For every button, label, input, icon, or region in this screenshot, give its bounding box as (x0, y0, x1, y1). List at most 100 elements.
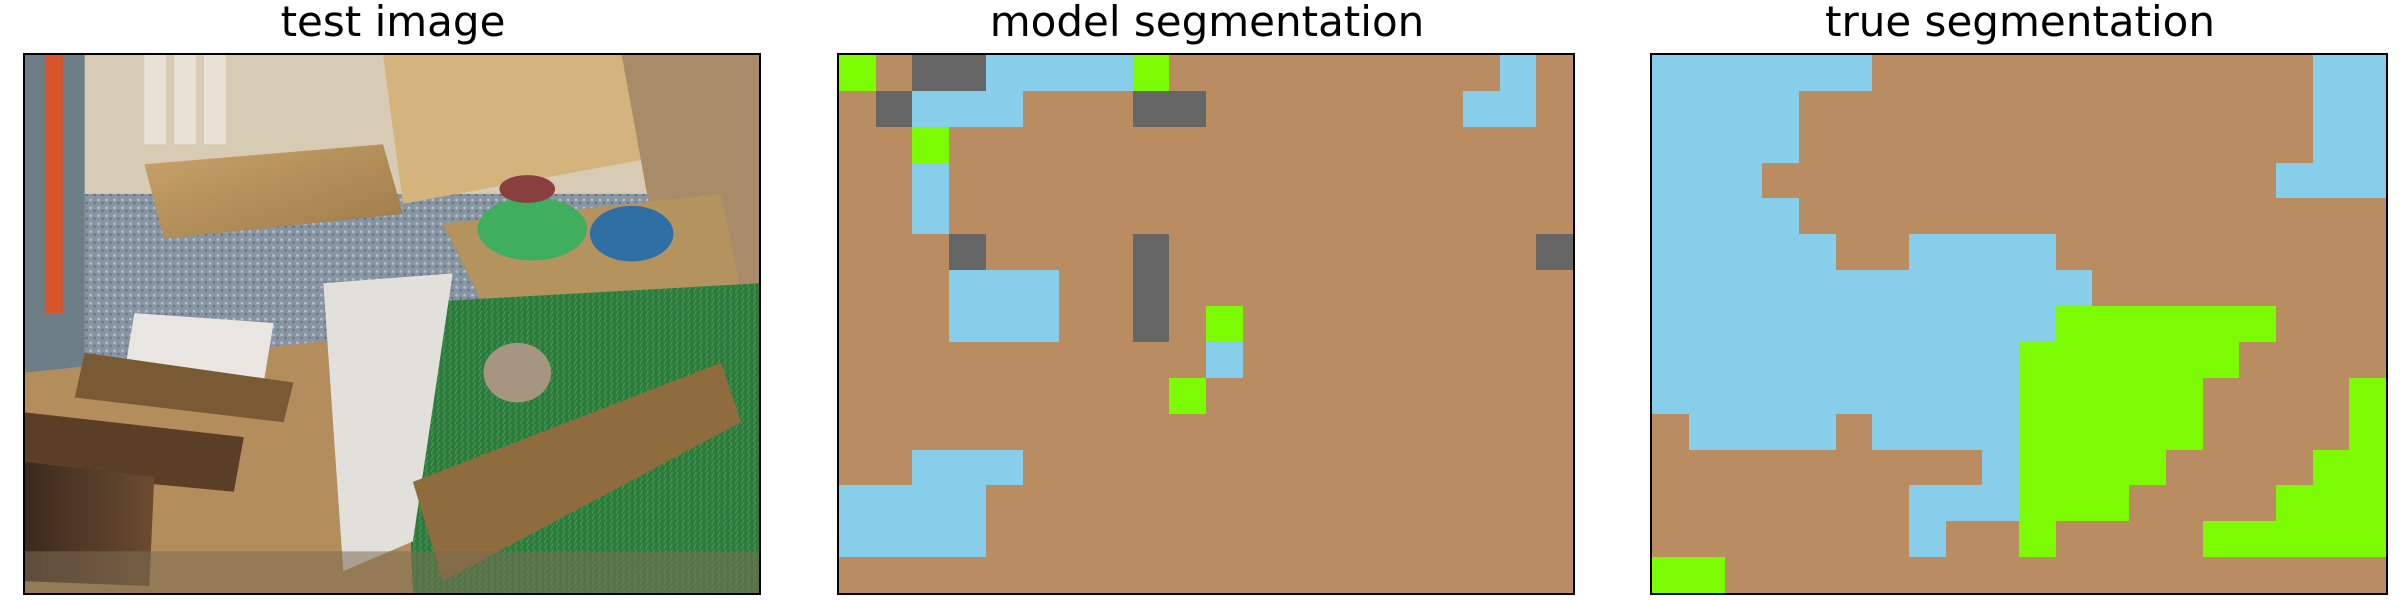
segmentation-cell (2312, 162, 2350, 199)
segmentation-cell (1389, 234, 1427, 271)
segmentation-cell (1536, 521, 1573, 558)
segmentation-cell (985, 126, 1023, 163)
segmentation-cell (1982, 557, 2019, 593)
segmentation-cell (2202, 377, 2240, 414)
segmentation-cell (2019, 55, 2056, 91)
segmentation-cell (1762, 557, 1799, 593)
segmentation-cell (2349, 270, 2386, 307)
segmentation-cell (1206, 341, 1243, 378)
segmentation-cell (912, 521, 950, 558)
segmentation-cell (1908, 557, 1946, 593)
segmentation-cell (1462, 90, 1500, 127)
segmentation-cell (2312, 234, 2350, 271)
segmentation-cell (2202, 521, 2240, 558)
segmentation-cell (1725, 306, 1763, 342)
segmentation-cell (1095, 485, 1133, 522)
segmentation-cell (1426, 521, 1463, 558)
segmentation-cell (1132, 306, 1170, 342)
segmentation-cell (2275, 306, 2313, 342)
segmentation-cell (949, 485, 986, 522)
segmentation-cell (1206, 377, 1243, 414)
segmentation-cell (2019, 485, 2056, 522)
segmentation-cell (1279, 485, 1317, 522)
segmentation-cell (912, 341, 950, 378)
segmentation-cell (1536, 377, 1573, 414)
model-segmentation-grid (839, 55, 1573, 593)
segmentation-cell (2239, 377, 2276, 414)
segmentation-cell (1316, 90, 1353, 127)
segmentation-cell (1798, 341, 1836, 378)
segmentation-cell (1059, 198, 1096, 235)
segmentation-cell (1725, 449, 1763, 486)
segmentation-cell (1279, 55, 1317, 91)
segmentation-cell (1132, 521, 1170, 558)
segmentation-cell (1725, 413, 1763, 450)
segmentation-cell (2092, 341, 2130, 378)
segmentation-cell (1059, 485, 1096, 522)
segmentation-cell (1316, 557, 1353, 593)
segmentation-cell (912, 234, 950, 271)
segmentation-cell (1688, 377, 1726, 414)
segmentation-cell (2165, 449, 2203, 486)
segmentation-cell (1095, 557, 1133, 593)
segmentation-cell (2202, 413, 2240, 450)
segmentation-cell (1426, 306, 1463, 342)
segmentation-cell (1352, 90, 1390, 127)
segmentation-cell (1499, 126, 1537, 163)
segmentation-cell (1982, 270, 2019, 307)
segmentation-cell (2129, 449, 2166, 486)
segmentation-cell (1242, 162, 1280, 199)
segmentation-cell (1499, 270, 1537, 307)
segmentation-cell (1059, 306, 1096, 342)
segmentation-cell (1426, 234, 1463, 271)
segmentation-cell (2349, 55, 2386, 91)
segmentation-cell (985, 521, 1023, 558)
segmentation-cell (2239, 449, 2276, 486)
segmentation-cell (1652, 485, 1689, 522)
segmentation-cell (1499, 413, 1537, 450)
segmentation-cell (1945, 557, 1983, 593)
segmentation-cell (2055, 234, 2093, 271)
segmentation-cell (1206, 413, 1243, 450)
segmentation-cell (2129, 55, 2166, 91)
segmentation-cell (1242, 521, 1280, 558)
segmentation-cell (1389, 162, 1427, 199)
segmentation-cell (949, 198, 986, 235)
segmentation-cell (1762, 198, 1799, 235)
segmentation-cell (1389, 377, 1427, 414)
segmentation-cell (1022, 377, 1060, 414)
segmentation-cell (1835, 341, 1873, 378)
segmentation-cell (985, 341, 1023, 378)
segmentation-cell (1908, 341, 1946, 378)
segmentation-cell (1352, 270, 1390, 307)
segmentation-cell (839, 126, 876, 163)
segmentation-cell (912, 449, 950, 486)
segmentation-cell (949, 557, 986, 593)
segmentation-cell (2129, 198, 2166, 235)
segmentation-cell (1982, 90, 2019, 127)
segmentation-cell (1316, 126, 1353, 163)
segmentation-cell (2202, 55, 2240, 91)
segmentation-cell (2349, 234, 2386, 271)
model-segmentation-map (837, 53, 1575, 595)
segmentation-cell (1652, 306, 1689, 342)
segmentation-cell (2129, 270, 2166, 307)
segmentation-cell (1279, 270, 1317, 307)
segmentation-cell (1169, 521, 1206, 558)
segmentation-cell (1022, 341, 1060, 378)
segmentation-cell (1352, 198, 1390, 235)
segmentation-cell (1762, 341, 1799, 378)
segmentation-cell (1389, 485, 1427, 522)
segmentation-cell (875, 449, 913, 486)
segmentation-cell (2202, 449, 2240, 486)
segmentation-cell (1242, 126, 1280, 163)
segmentation-cell (1316, 485, 1353, 522)
segmentation-cell (2055, 557, 2093, 593)
segmentation-cell (1652, 557, 1689, 593)
segmentation-cell (1462, 413, 1500, 450)
segmentation-cell (1095, 55, 1133, 91)
segmentation-cell (1762, 485, 1799, 522)
segmentation-cell (2312, 270, 2350, 307)
segmentation-cell (1536, 162, 1573, 199)
segmentation-cell (1798, 449, 1836, 486)
